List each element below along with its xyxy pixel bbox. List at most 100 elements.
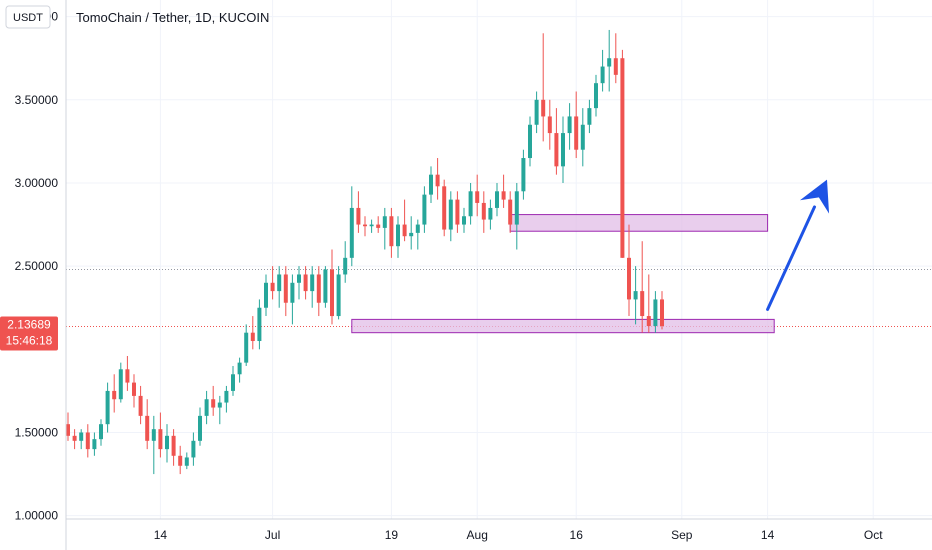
candle-body (316, 274, 321, 303)
candle (521, 149, 526, 200)
candle-body (330, 269, 334, 317)
candle (475, 174, 480, 217)
candle-body (534, 99, 539, 125)
candle (534, 91, 539, 134)
candle (435, 158, 440, 200)
candle-body (627, 257, 631, 300)
candle (547, 99, 552, 150)
candle-body (554, 133, 559, 167)
candle (541, 33, 546, 142)
candle-body (277, 274, 282, 292)
candle-body (475, 191, 480, 203)
candle (567, 103, 572, 150)
candle-body (349, 207, 354, 258)
candle-body (112, 390, 117, 400)
candle (528, 116, 532, 167)
support-zone-rect[interactable] (351, 318, 775, 334)
currency-badge[interactable] (5, 5, 51, 29)
price-tag-countdown: 15:46:18 (6, 334, 53, 348)
candle (495, 182, 499, 217)
candle-body (297, 274, 301, 283)
arrow-head (799, 179, 830, 214)
candle-body (541, 99, 546, 117)
candle (376, 216, 381, 233)
candle (211, 385, 216, 416)
candle (85, 424, 90, 458)
candle (277, 266, 282, 308)
price-tick-label: 1.50000 (15, 426, 59, 440)
candle-body (547, 116, 552, 134)
candle (105, 382, 110, 433)
support-zones (351, 214, 775, 334)
candle (369, 219, 374, 233)
time-axis-labels: 14Jul19Aug16Sep14Oct18 (154, 528, 883, 542)
candle (640, 241, 645, 333)
candle (231, 365, 235, 396)
candle-body (132, 382, 136, 396)
candle-body (561, 133, 565, 167)
candle (79, 429, 84, 450)
candle (554, 108, 559, 175)
candle-body (640, 291, 645, 317)
candle (396, 216, 400, 258)
candle (343, 241, 348, 283)
candle-body (462, 216, 466, 225)
candle (283, 266, 288, 317)
candle-body (409, 232, 414, 237)
candle-body (389, 216, 394, 247)
candle-body (567, 116, 572, 134)
price-tick-label: 2.50000 (15, 259, 59, 273)
candle-body (79, 432, 84, 441)
candle-body (528, 124, 532, 159)
candle-body (151, 429, 156, 441)
candle (462, 207, 466, 233)
candle (66, 412, 70, 441)
candle-body (376, 224, 381, 228)
arrow-shaft (766, 205, 817, 311)
candle-body (171, 435, 176, 456)
candle-body (396, 224, 400, 247)
candle (158, 412, 163, 458)
candle (587, 99, 592, 134)
candle-body (369, 224, 374, 227)
candle (270, 266, 275, 300)
candle-body (574, 116, 579, 150)
candle (561, 116, 565, 183)
candle-body (613, 58, 618, 75)
candle-body (158, 429, 163, 450)
candle (330, 249, 334, 325)
candle-body (165, 435, 169, 450)
candle (99, 419, 103, 446)
candle (646, 274, 651, 333)
candle (165, 424, 169, 463)
candle-body (264, 282, 268, 308)
grid (66, 0, 932, 519)
candle-body (488, 207, 493, 220)
candle-body (653, 299, 658, 327)
projection-arrow (766, 179, 830, 311)
candle-body (415, 224, 420, 233)
date-tick-label: Oct (864, 528, 883, 542)
price-tick-label: 1.00000 (15, 509, 59, 523)
candle (389, 207, 394, 258)
candle (574, 91, 579, 159)
candle-body (429, 174, 433, 195)
candles (66, 29, 664, 475)
support-zone-rect[interactable] (509, 214, 769, 232)
candle-body (435, 174, 440, 187)
candle-body (356, 207, 361, 225)
candle-body (343, 257, 348, 275)
candle (448, 191, 453, 242)
candle (297, 266, 301, 300)
reference-lines (66, 268, 932, 328)
candle-body (600, 66, 605, 84)
candle (145, 399, 150, 450)
header: USDT TomoChain / Tether, 1D, KUCOIN (5, 5, 269, 29)
candle-body (580, 124, 585, 150)
date-tick-label: 19 (385, 528, 399, 542)
candle (316, 266, 321, 317)
candle-body (191, 440, 196, 458)
candle-body (402, 224, 407, 237)
price-tick-label: 3.50000 (15, 93, 59, 107)
